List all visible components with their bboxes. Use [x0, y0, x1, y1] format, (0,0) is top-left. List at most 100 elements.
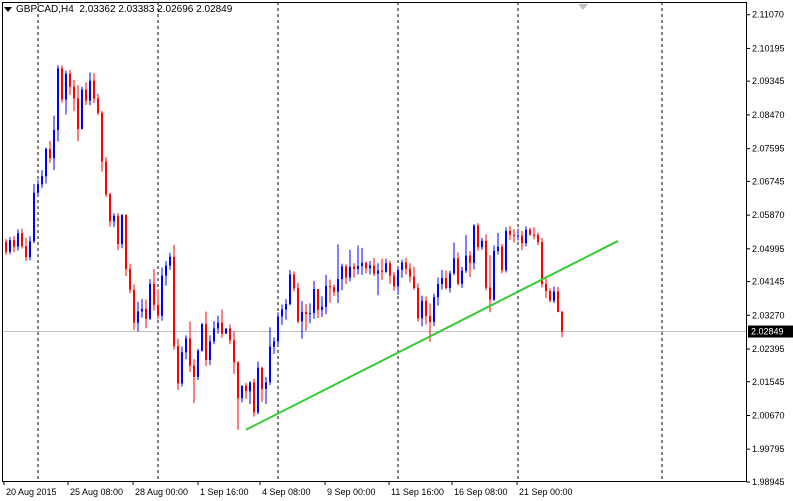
y-tick-label: 2.00670 — [752, 410, 785, 420]
candle-body — [345, 266, 347, 278]
candle-body — [121, 215, 123, 245]
candle-body — [125, 215, 127, 270]
y-tick-label: 1.99795 — [752, 444, 785, 454]
candle-body — [433, 297, 435, 322]
candle-body — [513, 234, 515, 236]
candle-body — [65, 73, 67, 100]
candle-body — [293, 274, 295, 289]
candle-body — [141, 308, 143, 312]
candle-body — [17, 233, 19, 247]
candle-body — [385, 263, 387, 272]
candle-body — [409, 268, 411, 277]
x-tick-label: 25 Aug 08:00 — [70, 487, 123, 497]
candle-body — [281, 309, 283, 317]
one-click-trading-toggle-icon[interactable] — [578, 4, 588, 10]
candle-body — [437, 284, 439, 298]
chart-frame — [2, 2, 747, 482]
y-tick-label: 2.10195 — [752, 43, 785, 53]
candle-body — [173, 256, 175, 347]
candle-body — [165, 265, 167, 276]
candle-body — [45, 148, 47, 177]
y-tick-label: 2.04145 — [752, 277, 785, 287]
candle-body — [325, 286, 327, 307]
y-tick-label: 2.04995 — [752, 244, 785, 254]
y-tick-label: 2.05870 — [752, 210, 785, 220]
candle-body — [237, 362, 239, 399]
y-tick-label: 2.03270 — [752, 310, 785, 320]
candle-body — [257, 367, 259, 413]
candle-body — [405, 262, 407, 269]
candle-body — [77, 98, 79, 130]
candle-body — [221, 322, 223, 334]
x-tick-label: 4 Sep 08:00 — [262, 487, 311, 497]
y-tick-label: 2.09345 — [752, 76, 785, 86]
candle-body — [69, 73, 71, 87]
candle-body — [429, 316, 431, 322]
plot-border — [2, 2, 747, 482]
candle-body — [157, 304, 159, 316]
candle-body — [25, 246, 27, 258]
candle-body — [481, 240, 483, 248]
x-tick-label: 11 Sep 16:00 — [391, 487, 444, 497]
trendline-layer[interactable] — [245, 240, 619, 431]
candle-body — [397, 269, 399, 287]
candle-body — [381, 270, 383, 272]
trendline[interactable] — [245, 240, 619, 431]
candle-body — [261, 367, 263, 389]
x-tick-label: 1 Sep 16:00 — [200, 487, 249, 497]
y-tick-label: 1.98945 — [752, 477, 785, 487]
x-tick-label: 20 Aug 2015 — [6, 487, 57, 497]
candle-body — [153, 283, 155, 305]
candle-body — [5, 241, 7, 252]
y-tick-label: 2.11070 — [752, 10, 784, 20]
chart-menu-triangle-icon[interactable] — [4, 6, 12, 12]
candle-body — [33, 192, 35, 242]
candle-body — [113, 215, 115, 222]
candle-body — [473, 225, 475, 263]
candle-body — [305, 311, 307, 315]
candle-body — [137, 311, 139, 323]
candle-body — [133, 289, 135, 323]
candle-body — [93, 80, 95, 99]
candle-body — [101, 112, 103, 162]
candle-body — [253, 382, 255, 413]
candle-body — [21, 233, 23, 247]
candle-body — [401, 262, 403, 270]
candle-body — [341, 266, 343, 280]
x-tick-label: 21 Sep 00:00 — [519, 487, 573, 497]
candle-body — [469, 255, 471, 263]
candle-body — [181, 352, 183, 384]
candle-body — [205, 324, 207, 360]
candle-body — [273, 341, 275, 347]
candle-body — [369, 265, 371, 269]
candle-body — [365, 262, 367, 269]
x-tick-label: 9 Sep 00:00 — [327, 487, 376, 497]
candle-body — [105, 161, 107, 195]
candle-body — [169, 256, 171, 266]
candle-body — [337, 279, 339, 292]
candle-body — [321, 306, 323, 310]
candle-body — [241, 385, 243, 399]
candle-body — [41, 176, 43, 185]
candlestick-series — [5, 65, 563, 430]
candle-body — [537, 235, 539, 243]
candle-body — [457, 258, 459, 284]
candle-body — [529, 229, 531, 235]
candle-body — [129, 269, 131, 290]
candle-body — [549, 291, 551, 301]
symbol-timeframe: GBPCAD,H4 — [16, 4, 74, 15]
candle-body — [525, 229, 527, 244]
candle-body — [193, 365, 195, 377]
candle-body — [177, 346, 179, 384]
candle-body — [97, 98, 99, 113]
y-tick-label: 2.07595 — [752, 144, 785, 154]
candle-body — [49, 148, 51, 159]
candle-body — [421, 300, 423, 319]
current-price-label: 2.02849 — [751, 327, 784, 337]
candle-body — [313, 289, 315, 313]
candle-body — [501, 246, 503, 271]
candle-body — [417, 287, 419, 319]
candle-body — [505, 230, 507, 271]
candle-body — [441, 277, 443, 285]
